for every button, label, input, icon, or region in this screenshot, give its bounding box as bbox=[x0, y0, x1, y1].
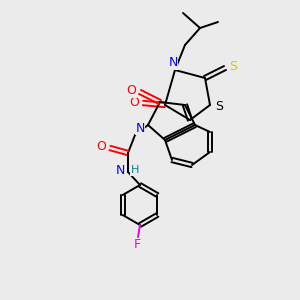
Text: N: N bbox=[168, 56, 178, 70]
Text: O: O bbox=[129, 97, 139, 110]
Text: F: F bbox=[134, 238, 141, 251]
Text: S: S bbox=[229, 61, 237, 74]
Text: S: S bbox=[215, 100, 223, 112]
Text: N: N bbox=[115, 164, 125, 178]
Text: H: H bbox=[131, 165, 139, 175]
Text: N: N bbox=[135, 122, 145, 134]
Text: O: O bbox=[126, 85, 136, 98]
Text: O: O bbox=[96, 140, 106, 154]
